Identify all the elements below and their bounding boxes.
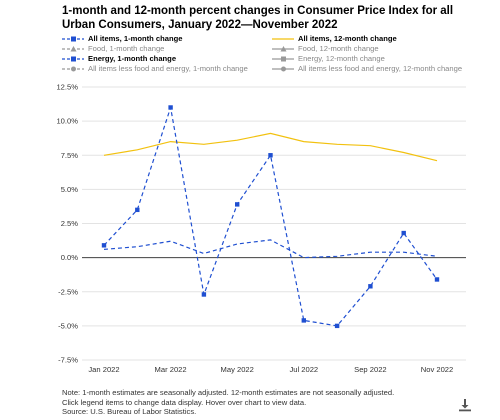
x-tick-label: Mar 2022 xyxy=(155,365,187,374)
legend-label: All items less food and energy, 1-month … xyxy=(88,64,248,73)
footnote-source: Source: U.S. Bureau of Labor Statistics. xyxy=(62,407,197,416)
legend-label: All items, 1-month change xyxy=(88,34,183,43)
y-tick-label: 5.0% xyxy=(61,185,79,194)
download-icon[interactable] xyxy=(458,398,472,412)
legend-item[interactable]: Energy, 12-month change xyxy=(272,54,385,64)
legend-item[interactable]: Food, 1-month change xyxy=(62,44,164,54)
data-point xyxy=(135,207,140,213)
legend-swatch-icon xyxy=(62,56,84,62)
legend-item[interactable]: All items less food and energy, 12-month… xyxy=(272,64,462,74)
y-tick-label: 7.5% xyxy=(61,151,79,160)
legend-swatch-icon xyxy=(272,66,294,72)
series-line xyxy=(103,132,438,162)
legend-item[interactable]: Food, 12-month change xyxy=(272,44,379,54)
legend-label: Energy, 12-month change xyxy=(298,54,385,63)
legend-swatch-icon xyxy=(62,36,84,42)
legend-label: Food, 1-month change xyxy=(88,44,165,53)
data-point xyxy=(368,284,373,289)
data-point xyxy=(268,153,273,158)
series-line xyxy=(103,107,438,327)
footnote-instructions: Click legend items to change data displa… xyxy=(62,397,307,407)
y-tick-label: -5.0% xyxy=(58,321,78,330)
series-line xyxy=(103,239,438,259)
legend-item[interactable]: All items, 1-month change xyxy=(62,34,183,44)
y-tick-label: 10.0% xyxy=(56,117,78,126)
x-tick-label: May 2022 xyxy=(221,365,254,374)
data-point xyxy=(168,105,173,110)
y-tick-label: 0.0% xyxy=(61,253,79,262)
legend-item[interactable]: All items less food and energy, 1-month … xyxy=(62,64,248,74)
legend-swatch-icon xyxy=(272,56,294,62)
legend-swatch-icon xyxy=(62,66,84,72)
legend-swatch-icon xyxy=(272,38,294,40)
data-point xyxy=(401,230,406,236)
legend-label: All items less food and energy, 12-month… xyxy=(298,64,463,73)
legend-label: Energy, 1-month change xyxy=(88,54,177,63)
data-point xyxy=(301,318,306,323)
y-tick-label: -7.5% xyxy=(58,356,78,365)
x-tick-label: Sep 2022 xyxy=(354,365,387,374)
data-point xyxy=(201,292,207,297)
y-tick-label: 2.5% xyxy=(61,219,79,228)
footnote-note: Note: 1-month estimates are seasonally a… xyxy=(62,388,395,397)
chart-title: 1-month and 12-month percent changes in … xyxy=(62,5,454,31)
legend-label: Food, 12-month change xyxy=(298,44,379,53)
data-point xyxy=(334,323,340,329)
data-point xyxy=(434,277,440,282)
legend-item[interactable]: All items, 12-month change xyxy=(272,34,397,44)
y-tick-label: -2.5% xyxy=(58,287,78,296)
legend-item[interactable]: Energy, 1-month change xyxy=(62,54,176,64)
x-tick-label: Jul 2022 xyxy=(289,365,318,374)
data-point xyxy=(101,243,107,248)
legend-swatch-icon xyxy=(62,46,84,52)
chart-footnote: Note: 1-month estimates are seasonally a… xyxy=(62,388,482,417)
x-tick-label: Nov 2022 xyxy=(421,365,454,374)
y-tick-label: 12.5% xyxy=(56,83,78,92)
x-tick-label: Jan 2022 xyxy=(88,365,119,374)
data-point xyxy=(235,202,240,207)
legend-swatch-icon xyxy=(272,46,294,52)
legend-label: All items, 12-month change xyxy=(298,34,397,43)
